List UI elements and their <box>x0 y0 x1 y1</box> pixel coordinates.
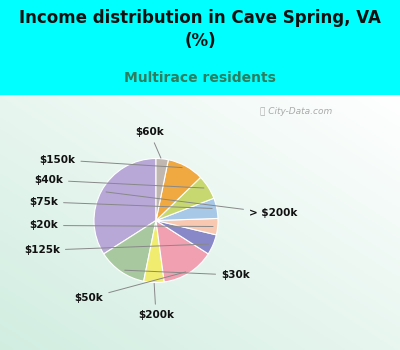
Text: ⓘ City-Data.com: ⓘ City-Data.com <box>260 107 332 116</box>
Wedge shape <box>104 220 156 281</box>
Wedge shape <box>94 159 156 254</box>
Wedge shape <box>156 159 168 220</box>
Text: $150k: $150k <box>39 155 182 168</box>
Text: Income distribution in Cave Spring, VA
(%): Income distribution in Cave Spring, VA (… <box>19 9 381 50</box>
Text: $125k: $125k <box>24 244 208 255</box>
Wedge shape <box>144 220 164 282</box>
Wedge shape <box>156 160 200 220</box>
Text: $50k: $50k <box>74 272 186 303</box>
Text: $20k: $20k <box>29 220 213 230</box>
Wedge shape <box>156 198 218 220</box>
Text: $40k: $40k <box>34 175 204 188</box>
Text: $75k: $75k <box>29 197 212 208</box>
Text: > $200k: > $200k <box>106 192 297 218</box>
Wedge shape <box>156 220 216 254</box>
Text: $30k: $30k <box>125 270 250 280</box>
Text: $60k: $60k <box>136 127 164 158</box>
Wedge shape <box>156 220 208 282</box>
Text: $200k: $200k <box>138 284 174 320</box>
Wedge shape <box>156 177 214 220</box>
Wedge shape <box>156 218 218 235</box>
Text: Multirace residents: Multirace residents <box>124 71 276 85</box>
